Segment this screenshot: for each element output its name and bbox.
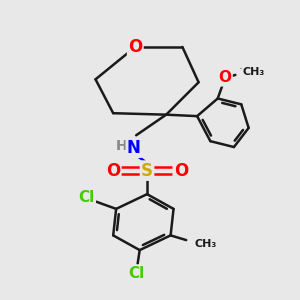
Text: methoxy: methoxy xyxy=(240,68,246,69)
Text: CH₃: CH₃ xyxy=(194,238,216,249)
Text: S: S xyxy=(141,162,153,180)
Text: CH₃: CH₃ xyxy=(243,67,265,77)
Text: N: N xyxy=(127,139,141,157)
Text: O: O xyxy=(106,162,120,180)
Text: O: O xyxy=(219,70,232,86)
Text: O: O xyxy=(174,162,188,180)
Text: Cl: Cl xyxy=(129,266,145,280)
Text: O: O xyxy=(128,38,142,56)
Text: Cl: Cl xyxy=(79,190,95,205)
Text: H: H xyxy=(116,139,128,153)
